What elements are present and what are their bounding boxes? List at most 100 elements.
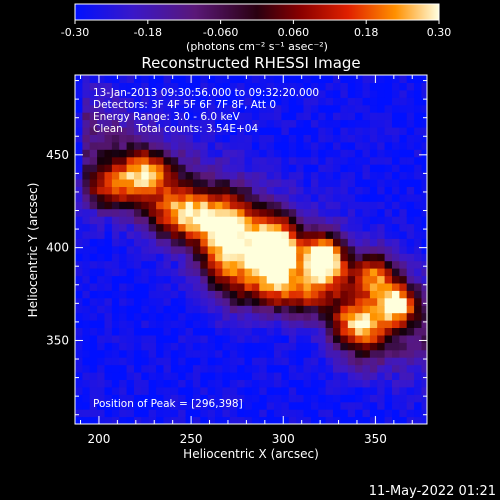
heatmap-cell bbox=[222, 364, 231, 373]
heatmap-cell bbox=[369, 327, 378, 336]
heatmap-cell bbox=[170, 141, 179, 150]
heatmap-cell bbox=[185, 156, 194, 165]
heatmap-cell bbox=[119, 223, 128, 232]
heatmap-cell bbox=[288, 149, 297, 158]
heatmap-cell bbox=[318, 216, 327, 225]
heatmap-cell bbox=[192, 401, 201, 410]
heatmap-cell bbox=[266, 223, 275, 232]
heatmap-cell bbox=[207, 379, 216, 388]
heatmap-cell bbox=[222, 386, 231, 395]
heatmap-cell bbox=[97, 171, 106, 180]
heatmap-cell bbox=[281, 364, 290, 373]
heatmap-cell bbox=[303, 416, 312, 424]
heatmap-cell bbox=[303, 149, 312, 158]
heatmap-cell bbox=[200, 305, 209, 314]
heatmap-cell bbox=[392, 357, 400, 366]
heatmap-cell bbox=[126, 193, 135, 202]
heatmap-cell bbox=[399, 290, 408, 299]
heatmap-cell bbox=[310, 275, 319, 284]
heatmap-cell bbox=[104, 260, 113, 269]
heatmap-cell bbox=[97, 260, 106, 269]
heatmap-cell bbox=[97, 156, 106, 165]
heatmap-cell bbox=[281, 386, 290, 395]
heatmap-cell bbox=[119, 364, 128, 373]
heatmap-cell bbox=[318, 372, 327, 380]
heatmap-cell bbox=[318, 104, 327, 113]
heatmap-cell bbox=[296, 171, 305, 180]
heatmap-cell bbox=[259, 334, 268, 343]
heatmap-cell bbox=[141, 141, 150, 150]
heatmap-cell bbox=[340, 282, 349, 291]
heatmap-cell bbox=[156, 290, 165, 299]
heatmap-cell bbox=[384, 208, 393, 217]
heatmap-cell bbox=[318, 268, 327, 277]
heatmap-cell bbox=[192, 245, 201, 254]
heatmap-cell bbox=[296, 394, 305, 403]
heatmap-cell bbox=[333, 305, 341, 314]
heatmap-cell bbox=[325, 297, 334, 306]
heatmap-cell bbox=[340, 379, 349, 388]
heatmap-cell bbox=[251, 290, 260, 299]
heatmap-cell bbox=[244, 223, 253, 232]
heatmap-cell bbox=[288, 320, 297, 328]
heatmap-cell bbox=[384, 112, 393, 121]
heatmap-cell bbox=[399, 245, 408, 254]
heatmap-cell bbox=[119, 334, 128, 343]
heatmap-cell bbox=[185, 193, 194, 202]
heatmap-cell bbox=[362, 149, 371, 158]
heatmap-cell bbox=[207, 342, 216, 351]
heatmap-cell bbox=[82, 141, 91, 150]
heatmap-cell bbox=[355, 156, 364, 165]
heatmap-cell bbox=[141, 334, 150, 343]
heatmap-cell bbox=[414, 112, 423, 121]
heatmap-cell bbox=[97, 386, 106, 395]
heatmap-cell bbox=[126, 312, 135, 321]
heatmap-cell bbox=[119, 342, 128, 351]
x-axis-label: Heliocentric X (arcsec) bbox=[183, 447, 319, 461]
heatmap-cell bbox=[414, 379, 423, 388]
heatmap-cell bbox=[185, 141, 194, 150]
heatmap-cell bbox=[126, 104, 135, 113]
heatmap-cell bbox=[377, 89, 386, 98]
heatmap-cell bbox=[119, 186, 128, 195]
heatmap-cell bbox=[97, 97, 106, 106]
heatmap-cell bbox=[119, 75, 128, 83]
heatmap-cell bbox=[148, 364, 157, 373]
heatmap-cell bbox=[229, 260, 238, 269]
heatmap-cell bbox=[126, 89, 135, 98]
heatmap-cell bbox=[310, 216, 319, 225]
heatmap-cell bbox=[111, 275, 120, 284]
heatmap-cell bbox=[259, 342, 268, 351]
heatmap-cell bbox=[259, 320, 268, 328]
heatmap-cell bbox=[296, 409, 305, 418]
heatmap-cell bbox=[310, 357, 319, 366]
heatmap-cell bbox=[288, 416, 297, 424]
heatmap-cell bbox=[414, 223, 423, 232]
heatmap-cell bbox=[207, 349, 216, 358]
heatmap-cell bbox=[340, 268, 349, 277]
heatmap-cell bbox=[215, 349, 224, 358]
heatmap-cell bbox=[288, 409, 297, 418]
heatmap-cell bbox=[251, 386, 260, 395]
heatmap-cell bbox=[104, 179, 113, 187]
heatmap-cell bbox=[281, 320, 290, 328]
heatmap-cell bbox=[141, 134, 150, 143]
heatmap-cell bbox=[421, 216, 427, 225]
heatmap-cell bbox=[156, 305, 165, 314]
heatmap-cell bbox=[281, 372, 290, 380]
heatmap-cell bbox=[399, 305, 408, 314]
heatmap-cell bbox=[392, 127, 400, 135]
heatmap-cell bbox=[325, 193, 334, 202]
heatmap-cell bbox=[406, 320, 415, 328]
heatmap-cell bbox=[178, 320, 187, 328]
heatmap-cell bbox=[340, 104, 349, 113]
heatmap-cell bbox=[266, 334, 275, 343]
heatmap-cell bbox=[185, 401, 194, 410]
heatmap-cell bbox=[229, 208, 238, 217]
heatmap-cell bbox=[126, 223, 135, 232]
heatmap-cell bbox=[362, 230, 371, 239]
heatmap-cell bbox=[288, 305, 297, 314]
heatmap-cell bbox=[119, 149, 128, 158]
heatmap-cell bbox=[266, 305, 275, 314]
heatmap-cell bbox=[251, 127, 260, 135]
